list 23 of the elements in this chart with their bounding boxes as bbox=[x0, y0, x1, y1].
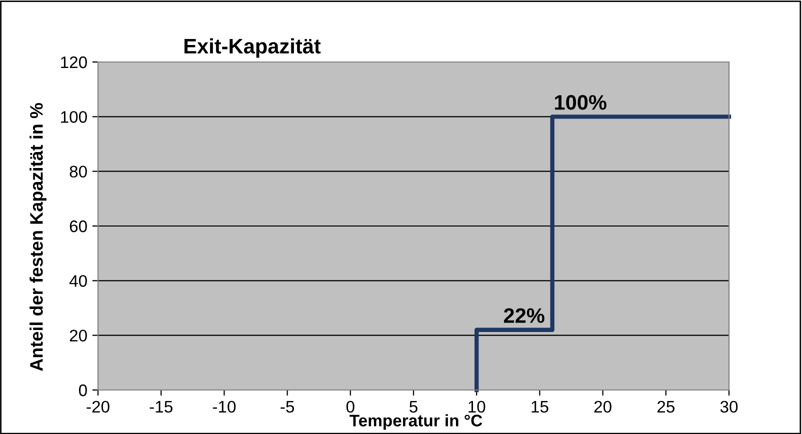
y-tick-label: 40 bbox=[69, 275, 87, 287]
x-axis-title: Temperatur in °C bbox=[350, 414, 482, 430]
y-tick-label: 60 bbox=[70, 220, 87, 232]
x-tick-label: 15 bbox=[532, 401, 548, 413]
y-tick-label: 80 bbox=[70, 166, 87, 178]
annotation: 22% bbox=[504, 308, 544, 323]
x-tick-label: -15 bbox=[150, 401, 172, 413]
chart-title: Exit-Kapazität bbox=[184, 38, 321, 58]
y-tick-label: 0 bbox=[78, 384, 87, 396]
y-axis-title: Anteil der festen Kapazität in % bbox=[30, 103, 46, 371]
x-tick-label: 0 bbox=[346, 400, 354, 413]
annotation: 100% bbox=[555, 95, 606, 110]
y-tick-label: 120 bbox=[61, 56, 87, 68]
x-tick-label: -10 bbox=[212, 400, 236, 413]
x-tick-label: 10 bbox=[468, 400, 486, 413]
x-tick-label: 20 bbox=[594, 400, 612, 413]
x-tick-label: 25 bbox=[657, 400, 674, 413]
y-tick-label: 100 bbox=[61, 111, 87, 123]
x-tick-label: -20 bbox=[86, 400, 110, 413]
y-tick-label: 20 bbox=[70, 330, 87, 342]
x-tick-label: 30 bbox=[720, 400, 738, 413]
x-tick-label: 5 bbox=[410, 401, 418, 413]
x-tick-label: -5 bbox=[280, 401, 294, 413]
